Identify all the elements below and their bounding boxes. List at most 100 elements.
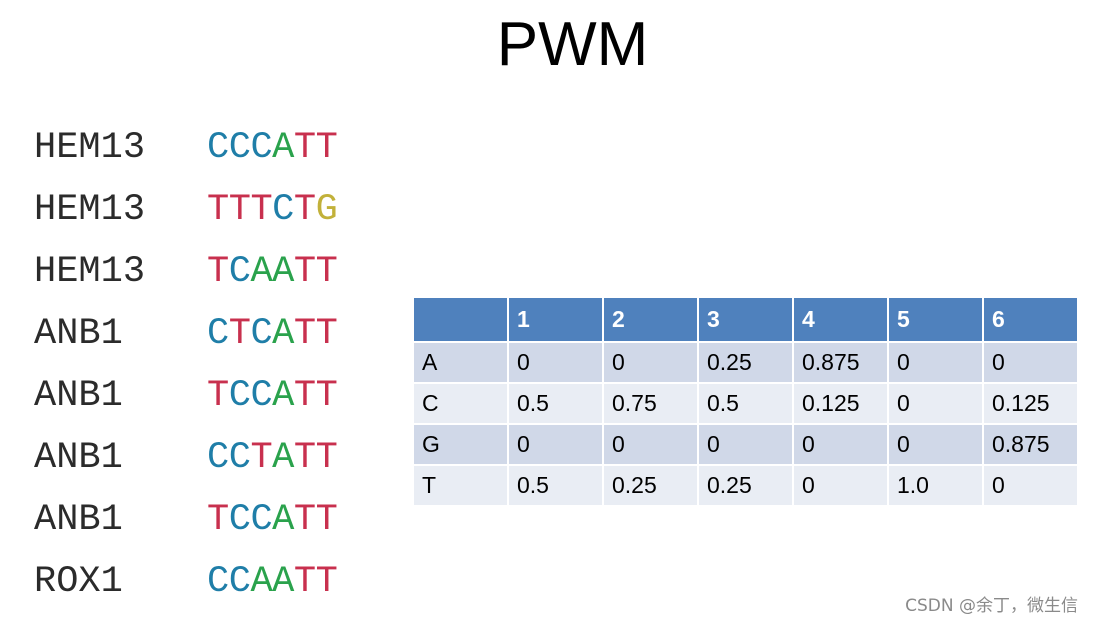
nucleotide-C: C: [250, 375, 273, 417]
table-cell: 0: [602, 341, 699, 384]
table-cell: 0: [887, 341, 984, 384]
nucleotide-C: C: [228, 251, 251, 293]
gene-name: HEM13: [34, 251, 146, 293]
table-cell: 0.125: [792, 382, 889, 425]
table-cell: 0.25: [602, 464, 699, 507]
nucleotide-T: T: [250, 437, 273, 479]
slide-title: PWM: [496, 10, 649, 79]
nucleotide-T: T: [293, 375, 316, 417]
nucleotide-C: C: [207, 437, 229, 479]
nucleotide-A: A: [272, 561, 294, 603]
row-label-cell: T: [412, 464, 509, 507]
nucleotide-C: C: [207, 127, 229, 169]
table-cell: 0.25: [697, 464, 794, 507]
nucleotide-C: C: [250, 499, 273, 541]
nucleotide-T: T: [315, 251, 338, 293]
table-cell: 0.5: [697, 382, 794, 425]
nucleotide-A: A: [272, 375, 294, 417]
nucleotide-A: A: [250, 561, 273, 603]
nucleotide-T: T: [207, 499, 229, 541]
nucleotide-T: T: [315, 437, 338, 479]
nucleotide-T: T: [293, 437, 316, 479]
table-cell: 1.0: [887, 464, 984, 507]
nucleotide-T: T: [207, 375, 229, 417]
nucleotide-T: T: [228, 313, 251, 355]
table-row: T 0.5 0.25 0.25 0 1.0 0: [412, 464, 1079, 507]
table-cell: 0: [697, 423, 794, 466]
table-cell: 0.5: [507, 382, 604, 425]
table-cell: 0.25: [697, 341, 794, 384]
table-cell: 0: [887, 423, 984, 466]
nucleotide-T: T: [293, 127, 316, 169]
nucleotide-A: A: [272, 313, 294, 355]
nucleotide-T: T: [315, 375, 338, 417]
nucleotide-A: A: [272, 499, 294, 541]
watermark: CSDN @余丁，微生信: [905, 596, 1078, 616]
sequence-bases: CTCATT: [207, 312, 338, 356]
nucleotide-T: T: [228, 189, 251, 231]
gene-name: ANB1: [34, 437, 123, 479]
table-row: G 0 0 0 0 0 0.875: [412, 423, 1079, 466]
table-cell: 0: [982, 341, 1079, 384]
table-cell: 0: [792, 423, 889, 466]
table-cell: 0: [507, 423, 604, 466]
table-cell: 0: [507, 341, 604, 384]
sequence-bases: TCAATT: [207, 250, 338, 294]
header-cell: 1: [507, 296, 604, 343]
nucleotide-T: T: [293, 313, 316, 355]
table-cell: 0: [792, 464, 889, 507]
header-cell: [412, 296, 509, 343]
table-cell: 0.125: [982, 382, 1079, 425]
nucleotide-A: A: [272, 437, 294, 479]
table-cell: 0.75: [602, 382, 699, 425]
sequence-bases: TCCATT: [207, 374, 338, 418]
row-label-cell: G: [412, 423, 509, 466]
nucleotide-T: T: [315, 313, 338, 355]
nucleotide-T: T: [207, 189, 229, 231]
nucleotide-C: C: [250, 127, 273, 169]
sequence-bases: TCCATT: [207, 498, 338, 542]
table-cell: 0: [602, 423, 699, 466]
table-row: A 0 0 0.25 0.875 0 0: [412, 341, 1079, 384]
gene-name: ANB1: [34, 499, 123, 541]
nucleotide-C: C: [272, 189, 294, 231]
table-cell: 0.5: [507, 464, 604, 507]
gene-name: ROX1: [34, 561, 123, 603]
row-label-cell: A: [412, 341, 509, 384]
header-cell: 3: [697, 296, 794, 343]
table-cell: 0: [887, 382, 984, 425]
table-header-row: 1 2 3 4 5 6: [412, 296, 1079, 343]
header-cell: 4: [792, 296, 889, 343]
sequence-bases: CCTATT: [207, 436, 338, 480]
nucleotide-A: A: [250, 251, 273, 293]
gene-name: HEM13: [34, 127, 146, 169]
pwm-table: 1 2 3 4 5 6 A 0 0 0.25 0.875 0 0 C 0.5 0…: [412, 296, 1079, 507]
nucleotide-T: T: [293, 251, 316, 293]
table-row: C 0.5 0.75 0.5 0.125 0 0.125: [412, 382, 1079, 425]
nucleotide-C: C: [207, 561, 229, 603]
nucleotide-T: T: [250, 189, 273, 231]
nucleotide-T: T: [315, 499, 338, 541]
nucleotide-C: C: [228, 127, 251, 169]
nucleotide-G: G: [315, 189, 338, 231]
table-cell: 0: [982, 464, 1079, 507]
header-cell: 5: [887, 296, 984, 343]
sequence-bases: TTTCTG: [207, 188, 338, 232]
sequence-bases: CCCATT: [207, 126, 338, 170]
table-cell: 0.875: [982, 423, 1079, 466]
nucleotide-C: C: [207, 313, 229, 355]
gene-name: HEM13: [34, 189, 146, 231]
nucleotide-T: T: [293, 561, 316, 603]
nucleotide-T: T: [315, 127, 338, 169]
nucleotide-C: C: [228, 375, 251, 417]
row-label-cell: C: [412, 382, 509, 425]
nucleotide-A: A: [272, 127, 294, 169]
table-cell: 0.875: [792, 341, 889, 384]
sequence-bases: CCAATT: [207, 560, 338, 604]
gene-name: ANB1: [34, 313, 123, 355]
header-cell: 6: [982, 296, 1079, 343]
nucleotide-T: T: [315, 561, 338, 603]
nucleotide-A: A: [272, 251, 294, 293]
nucleotide-C: C: [228, 561, 251, 603]
nucleotide-C: C: [228, 437, 251, 479]
